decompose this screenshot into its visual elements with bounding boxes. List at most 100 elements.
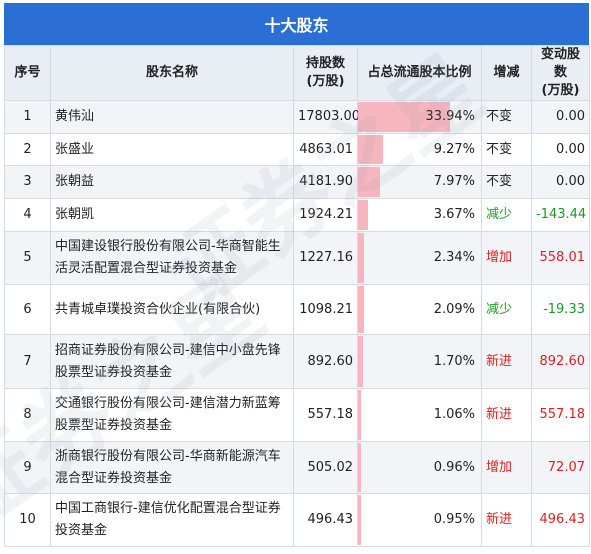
- ratio-bar: [358, 336, 363, 387]
- header-change: 增减: [481, 45, 532, 101]
- ratio-bar: [358, 167, 380, 197]
- table-row: 9 浙商银行股份有限公司-华商新能源汽车混合型证券投资基金 505.02 0.96% 增…: [4, 441, 590, 494]
- ratio-bar: [358, 233, 365, 283]
- row-change: 增加: [481, 231, 532, 285]
- row-index: 1: [4, 100, 51, 134]
- row-shareholder-name: 中国工商银行-建信优化配置混合型证券投资基金: [50, 493, 294, 547]
- row-ratio-text: 7.97%: [433, 174, 475, 189]
- row-shares: 892.60: [293, 334, 358, 389]
- row-index: 7: [4, 334, 51, 389]
- row-shareholder-name: 张盛业: [50, 133, 294, 166]
- row-ratio-text: 33.94%: [425, 109, 475, 124]
- row-ratio-text: 2.09%: [433, 301, 475, 317]
- table-row: 7 招商证券股份有限公司-建信中小盘先锋股票型证券投资基金 892.60 1.70% 新…: [4, 334, 590, 389]
- row-ratio-cell: 2.09%: [357, 284, 482, 335]
- row-ratio-cell: 1.70%: [357, 334, 482, 389]
- row-shares: 4863.01: [293, 133, 358, 166]
- row-ratio-text: 1.70%: [433, 353, 475, 369]
- table-row: 3 张朝益 4181.90 7.97% 不变 0.00: [4, 165, 590, 199]
- header-ratio: 占总流通股本比例: [357, 45, 482, 101]
- ratio-bar: [358, 135, 384, 164]
- row-shares: 1924.21: [293, 198, 358, 232]
- row-delta: 72.07: [531, 441, 590, 494]
- row-ratio-text: 0.95%: [433, 512, 475, 527]
- row-delta: 557.18: [531, 388, 590, 442]
- row-ratio-cell: 1.06%: [357, 388, 482, 442]
- row-change: 增加: [481, 441, 532, 494]
- row-delta: 0.00: [531, 100, 590, 134]
- row-index: 4: [4, 198, 51, 232]
- table-body: 1 黄伟汕 17803.00 33.94% 不变 0.00 2 张盛业 4863.01 9.27%…: [4, 100, 590, 547]
- row-ratio-cell: 2.34%: [357, 231, 482, 285]
- row-shares: 1098.21: [293, 284, 358, 335]
- table-row: 5 中国建设银行股份有限公司-华商智能生活灵活配置混合型证券投资基金 1227.16…: [4, 231, 590, 285]
- table-row: 8 交通银行股份有限公司-建信潜力新蓝筹股票型证券投资基金 557.18 1.06% 新…: [4, 388, 590, 442]
- row-change: 减少: [481, 198, 532, 232]
- shareholders-table: 序号 股东名称 持股数 (万股) 占总流通股本比例 增减 变动股数 (万股) 1…: [4, 45, 590, 547]
- row-delta: -143.44: [531, 198, 590, 232]
- row-delta: 496.43: [531, 493, 590, 547]
- table-row: 10 中国工商银行-建信优化配置混合型证券投资基金 496.43 0.95% 新进 496…: [4, 493, 590, 547]
- header-index: 序号: [4, 45, 51, 101]
- row-shares: 557.18: [293, 388, 358, 442]
- row-ratio-cell: 3.67%: [357, 198, 482, 232]
- row-shares: 1227.16: [293, 231, 358, 285]
- row-change: 新进: [481, 493, 532, 547]
- row-shares: 17803.00: [293, 100, 360, 134]
- table-title: 十大股东: [4, 3, 589, 45]
- ratio-bar: [358, 390, 361, 440]
- table-row: 1 黄伟汕 17803.00 33.94% 不变 0.00: [4, 100, 590, 134]
- row-change: 新进: [481, 388, 532, 442]
- row-shareholder-name: 张朝益: [50, 165, 294, 199]
- ratio-bar: [358, 286, 364, 333]
- row-delta: 892.60: [531, 334, 590, 389]
- row-shareholder-name: 张朝凯: [50, 198, 294, 232]
- row-shareholder-name: 交通银行股份有限公司-建信潜力新蓝筹股票型证券投资基金: [50, 388, 294, 442]
- row-delta: -19.33: [531, 284, 590, 335]
- table-row: 6 共青城卓璞投资合伙企业(有限合伙) 1098.21 2.09% 减少 -19.33: [4, 284, 590, 335]
- row-change: 不变: [481, 133, 532, 166]
- table-header-row: 序号 股东名称 持股数 (万股) 占总流通股本比例 增减 变动股数 (万股): [4, 45, 590, 101]
- row-shares: 496.43: [293, 493, 358, 547]
- row-ratio-text: 0.96%: [433, 459, 475, 475]
- table-row: 4 张朝凯 1924.21 3.67% 减少 -143.44: [4, 198, 590, 232]
- ratio-bar: [358, 200, 368, 230]
- row-ratio-text: 3.67%: [433, 207, 475, 222]
- row-delta: 0.00: [531, 165, 590, 199]
- row-ratio-cell: 0.95%: [357, 493, 482, 547]
- row-index: 3: [4, 165, 51, 199]
- row-index: 8: [4, 388, 51, 442]
- ratio-bar: [358, 495, 361, 545]
- row-change: 不变: [481, 165, 532, 199]
- row-index: 9: [4, 441, 51, 494]
- row-shareholder-name: 中国建设银行股份有限公司-华商智能生活灵活配置混合型证券投资基金: [50, 231, 294, 285]
- row-index: 2: [4, 133, 51, 166]
- row-index: 5: [4, 231, 51, 285]
- row-index: 6: [4, 284, 51, 335]
- row-ratio-text: 1.06%: [433, 407, 475, 422]
- row-shareholder-name: 黄伟汕: [50, 100, 294, 134]
- table-row: 2 张盛业 4863.01 9.27% 不变 0.00: [4, 133, 590, 166]
- row-ratio-cell: 33.94%: [357, 100, 482, 134]
- row-change: 不变: [481, 100, 532, 134]
- row-shareholder-name: 招商证券股份有限公司-建信中小盘先锋股票型证券投资基金: [50, 334, 294, 389]
- row-ratio-cell: 0.96%: [357, 441, 482, 494]
- row-shares: 4181.90: [293, 165, 358, 199]
- row-ratio-cell: 9.27%: [357, 133, 482, 166]
- row-ratio-text: 9.27%: [433, 141, 475, 157]
- row-index: 10: [4, 493, 51, 547]
- row-ratio-cell: 7.97%: [357, 165, 482, 199]
- header-name: 股东名称: [50, 45, 294, 101]
- header-delta: 变动股数 (万股): [531, 45, 590, 101]
- row-delta: 558.01: [531, 231, 590, 285]
- row-change: 减少: [481, 284, 532, 335]
- row-change: 新进: [481, 334, 532, 389]
- row-shareholder-name: 共青城卓璞投资合伙企业(有限合伙): [50, 284, 294, 335]
- ratio-bar: [358, 102, 450, 132]
- row-shareholder-name: 浙商银行股份有限公司-华商新能源汽车混合型证券投资基金: [50, 441, 294, 494]
- ratio-bar: [358, 443, 361, 492]
- row-ratio-text: 2.34%: [433, 250, 475, 265]
- header-shares: 持股数 (万股): [293, 45, 358, 101]
- row-delta: 0.00: [531, 133, 590, 166]
- row-shares: 505.02: [293, 441, 358, 494]
